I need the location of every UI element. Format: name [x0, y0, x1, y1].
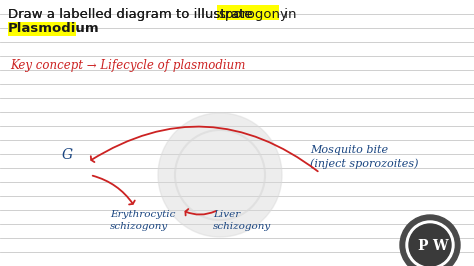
FancyBboxPatch shape: [217, 5, 279, 20]
FancyBboxPatch shape: [8, 22, 76, 36]
Text: Plasmodium: Plasmodium: [8, 22, 100, 35]
Circle shape: [158, 113, 282, 237]
Text: Mosquito bite
(inject sporozoites): Mosquito bite (inject sporozoites): [310, 145, 419, 169]
Text: sporogony: sporogony: [218, 8, 288, 21]
Text: Erythrocytic
schizogony: Erythrocytic schizogony: [110, 210, 175, 231]
Text: Draw a labelled diagram to illustrate: Draw a labelled diagram to illustrate: [8, 8, 257, 21]
Text: G: G: [62, 148, 73, 162]
Text: Liver
schizogony: Liver schizogony: [213, 210, 271, 231]
Text: Draw a labelled diagram to illustrate: Draw a labelled diagram to illustrate: [8, 8, 257, 21]
Circle shape: [409, 224, 451, 266]
Text: W: W: [432, 239, 447, 253]
Circle shape: [400, 215, 460, 266]
Text: Key concept → Lifecycle of plasmodium: Key concept → Lifecycle of plasmodium: [10, 59, 246, 72]
Text: .: .: [76, 22, 81, 35]
Text: Draw a labelled diagram to illustrate sporogony in: Draw a labelled diagram to illustrate sp…: [8, 8, 343, 21]
Text: P: P: [418, 239, 428, 253]
Text: in: in: [280, 8, 297, 21]
Circle shape: [406, 221, 454, 266]
